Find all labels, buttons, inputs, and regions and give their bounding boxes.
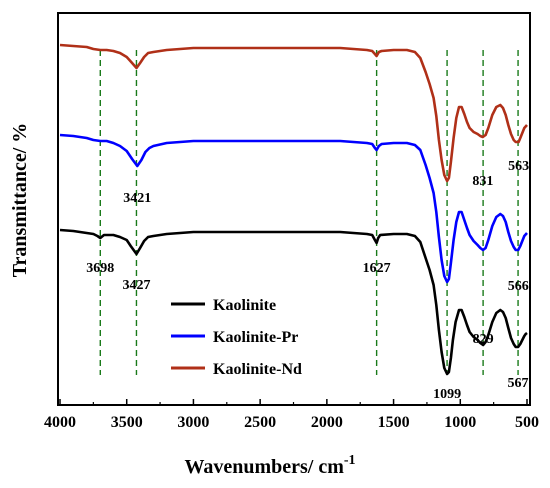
- x-tick-label-3000: 3000: [177, 414, 209, 431]
- peak-label-567: 567: [508, 376, 529, 391]
- legend-label-kaolinite-pr: Kaolinite-Pr: [213, 329, 298, 346]
- peak-annotations: 3698 3427 3421 1627 1099 829 831 567 566 563: [86, 159, 529, 402]
- peak-label-1627: 1627: [363, 261, 391, 276]
- peak-label-3698: 3698: [86, 261, 114, 276]
- spectra-series: [59, 43, 528, 376]
- x-axis-title-text: Wavenumbers/ cm: [184, 456, 344, 478]
- marker-lines: [99, 50, 519, 375]
- peak-label-563: 563: [508, 159, 529, 174]
- peak-label-3427: 3427: [122, 278, 150, 293]
- x-axis-title: Wavenumbers/ cm-1: [184, 453, 355, 478]
- x-tick-label-2500: 2500: [244, 414, 276, 431]
- legend-label-kaolinite: Kaolinite: [213, 297, 276, 314]
- legend: Kaolinite Kaolinite-Pr Kaolinite-Nd: [171, 297, 302, 378]
- series-line-kaolinite: [59, 228, 528, 376]
- x-tick-label-2000: 2000: [311, 414, 343, 431]
- x-tick-label-1000: 1000: [444, 414, 476, 431]
- peak-label-1099: 1099: [433, 387, 461, 402]
- series-line-kaolinite-nd: [59, 43, 528, 183]
- peak-label-3421: 3421: [123, 191, 151, 206]
- legend-label-kaolinite-nd: Kaolinite-Nd: [213, 361, 302, 378]
- peak-label-566: 566: [508, 279, 529, 294]
- peak-label-831: 831: [472, 174, 493, 189]
- x-tick-label-4000: 4000: [44, 414, 76, 431]
- series-line-kaolinite-pr: [59, 133, 528, 284]
- plot-frame: [57, 12, 531, 406]
- x-tick-label-1500: 1500: [378, 414, 410, 431]
- y-axis-title: Transmittance/ %: [9, 123, 31, 278]
- x-tick-label-500: 500: [515, 414, 539, 431]
- peak-label-829: 829: [473, 332, 494, 347]
- x-axis-title-sup: -1: [344, 453, 356, 468]
- x-tick-label-3500: 3500: [111, 414, 143, 431]
- x-axis-ticks: 4000 3500 3000 2500 2000 1500 1000 500: [44, 399, 539, 431]
